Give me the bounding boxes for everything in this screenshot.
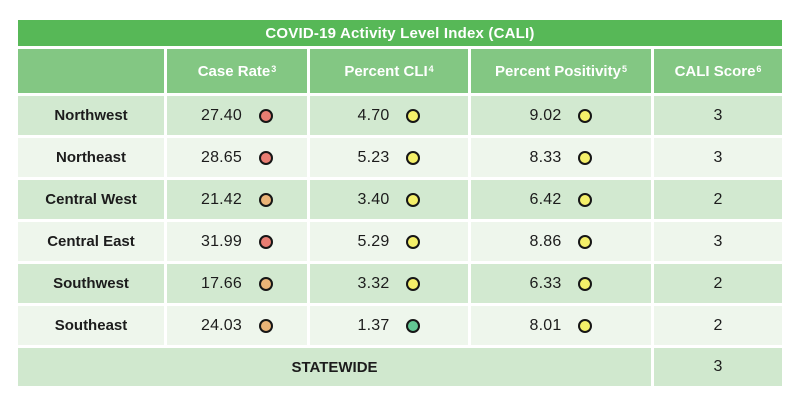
- percent-positivity-value: 8.33: [529, 148, 562, 166]
- cali-score-value: 3: [654, 222, 782, 261]
- percent-positivity-cell: 8.86: [471, 222, 651, 261]
- region-name: Northeast: [18, 138, 164, 177]
- header-percent-positivity-label: Percent Positivity: [495, 62, 621, 80]
- region-name: Southeast: [18, 306, 164, 345]
- status-dot-icon: [578, 276, 593, 291]
- percent-cli-cell: 4.70: [310, 96, 468, 135]
- percent-positivity-value: 9.02: [529, 106, 562, 124]
- case-rate-cell: 17.66: [167, 264, 307, 303]
- case-rate-cell: 21.42: [167, 180, 307, 219]
- percent-positivity-cell: 8.01: [471, 306, 651, 345]
- case-rate-cell: 27.40: [167, 96, 307, 135]
- status-dot-icon: [259, 276, 274, 291]
- percent-positivity-cell: 8.33: [471, 138, 651, 177]
- percent-cli-cell: 5.23: [310, 138, 468, 177]
- percent-cli-value: 3.40: [357, 190, 390, 208]
- percent-positivity-value: 8.01: [529, 316, 562, 334]
- percent-positivity-cell: 6.33: [471, 264, 651, 303]
- region-name: Central East: [18, 222, 164, 261]
- status-dot-icon: [578, 108, 593, 123]
- percent-cli-cell: 3.32: [310, 264, 468, 303]
- header-cali-score-label: CALI Score: [674, 62, 756, 80]
- header-case-rate: Case Rate 3: [167, 49, 307, 93]
- status-dot-icon: [259, 318, 274, 333]
- cali-score-value: 3: [654, 138, 782, 177]
- cali-score-value: 2: [654, 180, 782, 219]
- percent-cli-cell: 1.37: [310, 306, 468, 345]
- percent-cli-value: 5.29: [357, 232, 390, 250]
- header-cali-score: CALI Score 6: [654, 49, 782, 93]
- header-percent-cli: Percent CLI 4: [310, 49, 468, 93]
- status-dot-icon: [578, 234, 593, 249]
- percent-cli-value: 3.32: [357, 274, 390, 292]
- header-percent-cli-label: Percent CLI: [344, 62, 428, 80]
- percent-positivity-cell: 6.42: [471, 180, 651, 219]
- percent-positivity-value: 6.33: [529, 274, 562, 292]
- case-rate-value: 31.99: [200, 232, 243, 250]
- cali-table: COVID-19 Activity Level Index (CALI) Cas…: [18, 20, 782, 386]
- case-rate-cell: 31.99: [167, 222, 307, 261]
- status-dot-icon: [406, 192, 421, 207]
- status-dot-icon: [578, 192, 593, 207]
- status-dot-icon: [406, 276, 421, 291]
- case-rate-value: 17.66: [200, 274, 243, 292]
- region-name: Northwest: [18, 96, 164, 135]
- case-rate-value: 27.40: [200, 106, 243, 124]
- status-dot-icon: [259, 108, 274, 123]
- status-dot-icon: [259, 192, 274, 207]
- status-dot-icon: [578, 318, 593, 333]
- status-dot-icon: [578, 150, 593, 165]
- case-rate-value: 21.42: [200, 190, 243, 208]
- cali-score-value: 3: [654, 96, 782, 135]
- case-rate-cell: 24.03: [167, 306, 307, 345]
- percent-cli-value: 1.37: [357, 316, 390, 334]
- status-dot-icon: [406, 108, 421, 123]
- percent-cli-cell: 3.40: [310, 180, 468, 219]
- status-dot-icon: [406, 318, 421, 333]
- case-rate-cell: 28.65: [167, 138, 307, 177]
- header-case-rate-label: Case Rate: [197, 62, 271, 80]
- header-percent-positivity: Percent Positivity 5: [471, 49, 651, 93]
- table-title: COVID-19 Activity Level Index (CALI): [18, 20, 782, 46]
- percent-positivity-value: 8.86: [529, 232, 562, 250]
- case-rate-value: 24.03: [200, 316, 243, 334]
- percent-cli-value: 5.23: [357, 148, 390, 166]
- status-dot-icon: [259, 150, 274, 165]
- statewide-cali-score: 3: [654, 348, 782, 386]
- region-name: Southwest: [18, 264, 164, 303]
- cali-score-value: 2: [654, 264, 782, 303]
- percent-positivity-cell: 9.02: [471, 96, 651, 135]
- cali-score-value: 2: [654, 306, 782, 345]
- percent-cli-cell: 5.29: [310, 222, 468, 261]
- status-dot-icon: [406, 234, 421, 249]
- header-region-blank: [18, 49, 164, 93]
- percent-positivity-value: 6.42: [529, 190, 562, 208]
- region-name: Central West: [18, 180, 164, 219]
- status-dot-icon: [259, 234, 274, 249]
- case-rate-value: 28.65: [200, 148, 243, 166]
- statewide-label: STATEWIDE: [18, 348, 651, 386]
- status-dot-icon: [406, 150, 421, 165]
- percent-cli-value: 4.70: [357, 106, 390, 124]
